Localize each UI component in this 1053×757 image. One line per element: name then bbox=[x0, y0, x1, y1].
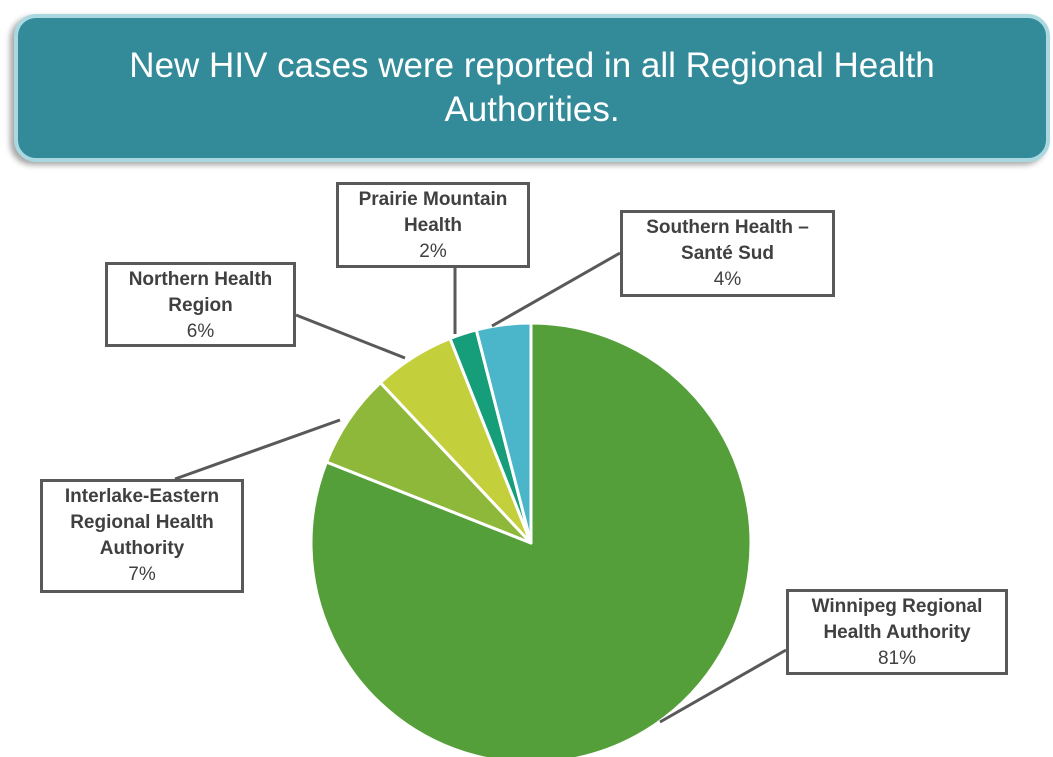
label-value: 2% bbox=[419, 241, 447, 262]
data-label: Northern Health Region 6% bbox=[105, 262, 296, 347]
label-name: Interlake-Eastern Regional Health Author… bbox=[64, 486, 220, 559]
leader-line bbox=[491, 251, 621, 328]
label-value: 7% bbox=[128, 564, 156, 585]
data-label: Southern Health – Santé Sud 4% bbox=[620, 210, 835, 297]
leader-line bbox=[295, 313, 406, 360]
leader-line bbox=[174, 418, 341, 481]
title-banner: New HIV cases were reported in all Regio… bbox=[14, 14, 1050, 162]
label-name: Southern Health – Santé Sud bbox=[646, 217, 809, 264]
label-name: Winnipeg Regional Health Authority bbox=[811, 596, 983, 643]
pie-slice bbox=[474, 321, 533, 545]
label-value: 4% bbox=[713, 269, 742, 290]
label-value: 6% bbox=[186, 321, 215, 342]
label-name: Northern Health Region bbox=[128, 269, 273, 316]
leader-line bbox=[659, 648, 787, 724]
data-label: Winnipeg Regional Health Authority 81% bbox=[786, 589, 1008, 675]
label-value: 81% bbox=[877, 648, 917, 669]
data-label: Interlake-Eastern Regional Health Author… bbox=[40, 479, 244, 593]
label-name: Prairie Mountain Health bbox=[358, 189, 508, 236]
data-label: Prairie Mountain Health 2% bbox=[336, 182, 530, 268]
chart-title: New HIV cases were reported in all Regio… bbox=[129, 46, 935, 129]
